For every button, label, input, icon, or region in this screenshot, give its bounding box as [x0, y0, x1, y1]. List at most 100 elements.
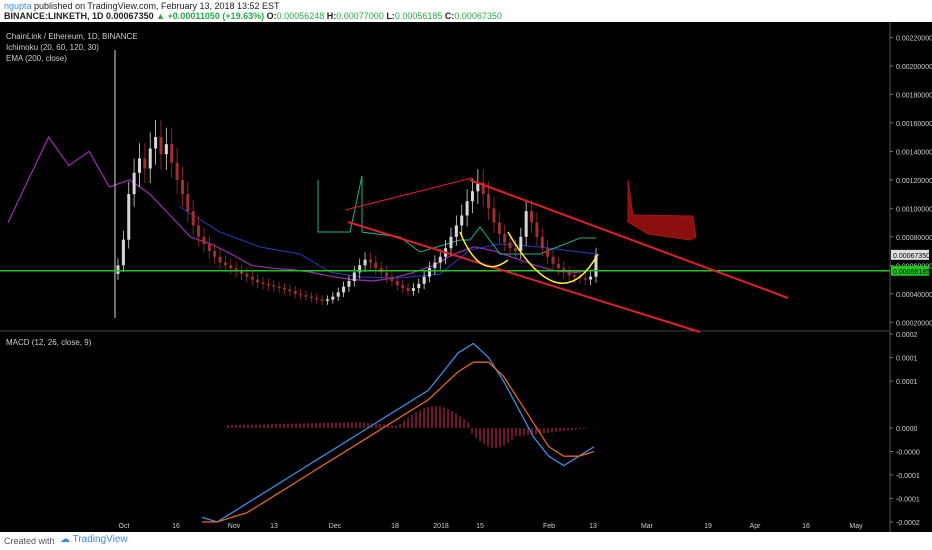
macd-y-tick-label: 0.0000	[896, 426, 918, 433]
candle-body	[363, 259, 367, 266]
candle-body	[358, 265, 362, 273]
publish-line: ngupta published on TradingView.com, Feb…	[4, 1, 280, 11]
candle-body	[449, 236, 453, 249]
candle-body	[304, 295, 308, 297]
candle-body	[143, 158, 147, 169]
macd-y-tick-label: 0.0002	[896, 332, 918, 339]
candle-body	[223, 262, 227, 266]
created-with-text: Created with	[4, 536, 55, 546]
candle-body	[401, 285, 405, 289]
candle-body	[535, 222, 539, 237]
macd-line	[201, 342, 595, 523]
candle-body	[556, 263, 560, 269]
candle-body	[342, 286, 346, 293]
candle-body	[282, 288, 286, 290]
candle-body	[519, 236, 523, 252]
tradingview-logo[interactable]: ☁ TradingView	[60, 534, 128, 545]
candle-body	[374, 262, 378, 269]
price-tag-label: 0.00056185	[893, 269, 930, 276]
y-tick-label: 0.00180000	[896, 92, 932, 99]
candle-body	[175, 162, 179, 180]
high-label: H:	[326, 11, 337, 21]
candle-body	[530, 211, 534, 223]
y-tick-label: 0.00200000	[896, 64, 932, 71]
candle-body	[234, 268, 238, 272]
candle-body	[352, 272, 356, 281]
legend-ema[interactable]: EMA (200, close)	[6, 54, 67, 63]
candle-body	[164, 144, 168, 155]
candle-body	[320, 299, 324, 301]
candle-body	[503, 233, 507, 243]
y-tick-label: 0.00140000	[896, 149, 932, 156]
candle-body	[417, 283, 421, 289]
candle-body	[546, 248, 550, 257]
candle-body	[170, 144, 174, 163]
candle-body	[395, 280, 399, 286]
candle-body	[465, 201, 469, 216]
y-tick-label: 0.00160000	[896, 121, 932, 128]
ema-line	[7, 135, 597, 282]
symbol-label: BINANCE:LINKETH, 1D	[4, 11, 104, 21]
candle-body	[567, 272, 571, 276]
candle-body	[583, 278, 587, 280]
chart-svg[interactable]: 0.00220000 0.00200000 0.00180000 0.00160000…	[0, 22, 932, 532]
candle-body	[315, 298, 319, 300]
candle-body	[293, 290, 297, 294]
tenkan-line	[317, 175, 596, 255]
x-tick-label: 2018	[433, 523, 449, 530]
author-link[interactable]: ngupta	[4, 1, 32, 11]
x-tick-label: 15	[476, 523, 484, 530]
candle-body	[428, 268, 432, 277]
chart-area[interactable]: 0.00220000 0.00200000 0.00180000 0.00160000…	[0, 22, 932, 532]
macd-y-tick-label: -0.0001	[896, 473, 920, 480]
upper-trendline	[469, 179, 789, 299]
open-value: 0.00056248	[276, 11, 325, 21]
candle-body	[589, 276, 593, 280]
price-value: 0.00067350	[106, 11, 154, 21]
tradingview-brand: TradingView	[72, 534, 128, 545]
candle-body	[411, 288, 415, 291]
macd-y-tick-label: 0.0001	[896, 356, 918, 363]
up-arrow-icon: ▲	[156, 11, 166, 21]
x-tick-label: 19	[704, 523, 712, 530]
signal-line	[202, 361, 595, 523]
x-tick-label: 18	[391, 523, 399, 530]
candle-body	[476, 182, 480, 192]
y-tick-label: 0.00040000	[896, 292, 932, 299]
candle-body	[390, 276, 394, 281]
candle-body	[261, 282, 265, 284]
price-tag-label: 0.00067350	[893, 253, 930, 260]
price-tag	[891, 249, 929, 260]
x-tick-label: Oct	[119, 523, 130, 530]
kijun-line	[179, 206, 597, 279]
candle-body	[460, 215, 464, 226]
candle-body	[121, 239, 125, 266]
candle-body	[497, 222, 501, 234]
open-label: O:	[266, 11, 277, 21]
candle-body	[256, 279, 260, 283]
candle-body	[492, 208, 496, 223]
price-tag	[891, 265, 929, 276]
published-text: published on TradingView.com, February 1…	[31, 1, 280, 11]
candle-body	[368, 259, 372, 263]
candle-body	[218, 256, 222, 263]
candle-body	[288, 289, 292, 291]
legend-ichimoku[interactable]: Ichimoku (20, 60, 120, 30)	[6, 43, 99, 52]
tradingview-cloud-icon: ☁	[60, 534, 70, 545]
x-tick-label: May	[849, 523, 863, 530]
candle-body	[573, 275, 577, 277]
header-bar: ngupta published on TradingView.com, Feb…	[0, 0, 932, 22]
candle-body	[481, 182, 485, 195]
candle-body	[433, 262, 437, 269]
y-tick-label: 0.00220000	[896, 35, 932, 42]
y-tick-label: 0.00020000	[896, 320, 932, 327]
footer-bar: Created with ☁ TradingView	[0, 532, 932, 550]
candle-body	[186, 194, 190, 212]
legend-macd[interactable]: MACD (12, 26, close, 9)	[6, 338, 92, 347]
y-tick-label: 0.00080000	[896, 235, 932, 242]
change-value: +0.00011050 (+19.63%)	[167, 11, 265, 21]
candle-body	[229, 265, 233, 269]
macd-y-tick-label: 0.0001	[896, 379, 918, 386]
candle-body	[487, 194, 491, 209]
low-label: L:	[386, 11, 395, 21]
